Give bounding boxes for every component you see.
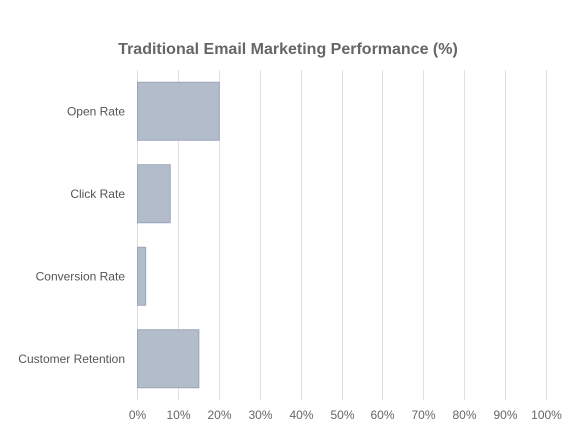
bar-layer [137, 81, 220, 389]
x-tick-label: 20% [207, 408, 231, 422]
x-tick-label: 60% [370, 408, 394, 422]
x-tick-label: 30% [248, 408, 272, 422]
x-tick-label: 90% [493, 408, 517, 422]
bar-conversion-rate [137, 246, 147, 306]
x-tick-label: 50% [330, 408, 354, 422]
chart-title: Traditional Email Marketing Performance … [118, 41, 458, 58]
x-tick-label: 80% [452, 408, 476, 422]
bar-open-rate [137, 81, 220, 141]
bar-customer-retention [137, 329, 200, 389]
x-tick-label: 0% [129, 408, 147, 422]
category-label: Conversion Rate [36, 269, 126, 283]
category-label: Open Rate [67, 104, 125, 118]
x-tick-label: 40% [289, 408, 313, 422]
category-label-layer: Open Rate Click Rate Conversion Rate Custom… [18, 104, 125, 366]
category-label: Click Rate [70, 187, 125, 201]
category-label: Customer Retention [18, 352, 125, 366]
bar-click-rate [137, 164, 171, 224]
x-tick-label: 100% [531, 408, 562, 422]
tick-label-layer: 0% 10% 20% 30% 40% 50% 60% 70% 80% 90% 100% [129, 408, 562, 422]
x-tick-label: 70% [411, 408, 435, 422]
x-tick-label: 10% [166, 408, 190, 422]
